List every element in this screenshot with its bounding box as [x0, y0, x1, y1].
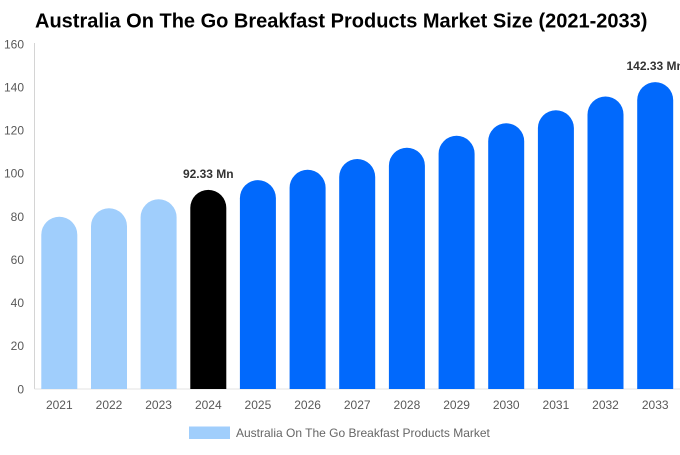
svg-text:2027: 2027: [344, 398, 371, 412]
svg-text:80: 80: [11, 210, 25, 224]
svg-text:2024: 2024: [195, 398, 222, 412]
svg-text:2021: 2021: [46, 398, 73, 412]
svg-text:2026: 2026: [294, 398, 321, 412]
svg-text:Australia On The Go Breakfast: Australia On The Go Breakfast Products M…: [35, 11, 647, 33]
svg-text:2030: 2030: [493, 398, 520, 412]
svg-text:2029: 2029: [443, 398, 470, 412]
svg-text:60: 60: [11, 253, 25, 267]
svg-text:92.33 Mn: 92.33 Mn: [183, 167, 234, 181]
svg-text:0: 0: [17, 382, 24, 396]
svg-text:142.33 Mn: 142.33 Mn: [627, 59, 680, 73]
svg-text:2033: 2033: [642, 398, 669, 412]
svg-text:160: 160: [4, 37, 24, 51]
svg-text:2022: 2022: [96, 398, 123, 412]
svg-text:2031: 2031: [543, 398, 570, 412]
svg-text:100: 100: [4, 167, 24, 181]
svg-text:140: 140: [4, 80, 24, 94]
svg-text:2028: 2028: [394, 398, 421, 412]
svg-text:2023: 2023: [145, 398, 172, 412]
svg-text:40: 40: [11, 296, 25, 310]
svg-text:2032: 2032: [592, 398, 619, 412]
svg-text:Australia On The Go Breakfast: Australia On The Go Breakfast Products M…: [236, 426, 491, 440]
svg-text:20: 20: [11, 339, 25, 353]
svg-text:2025: 2025: [245, 398, 272, 412]
svg-text:120: 120: [4, 124, 24, 138]
